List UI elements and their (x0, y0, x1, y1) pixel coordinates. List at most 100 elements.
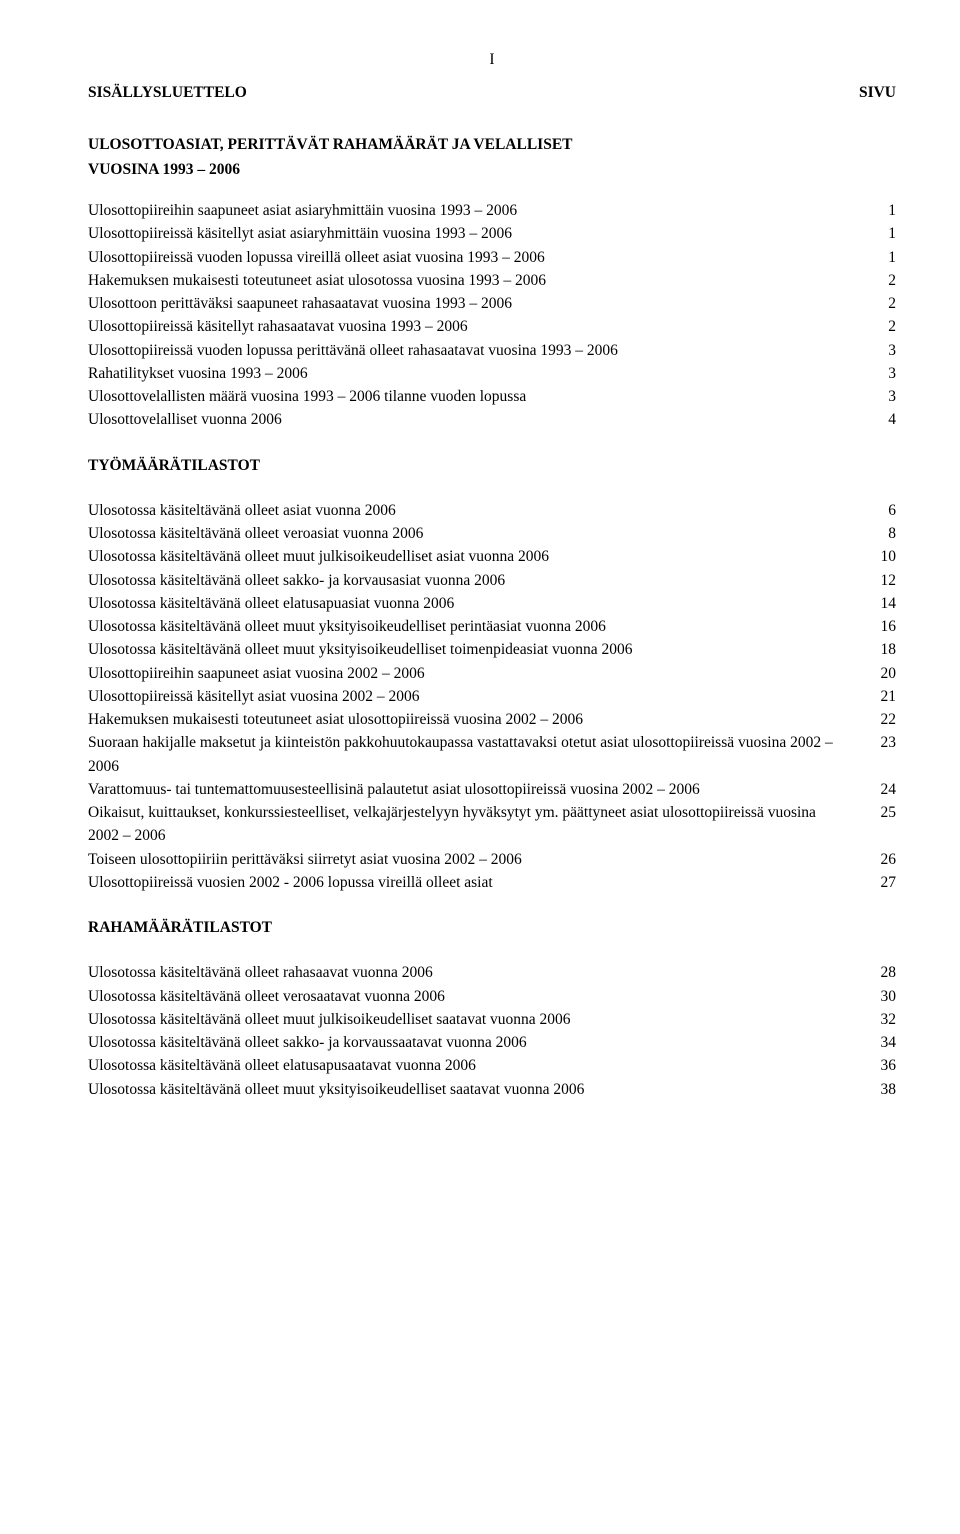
toc-text: Ulosotossa käsiteltävänä olleet rahasaav… (88, 961, 872, 984)
toc-row: Rahatilitykset vuosina 1993 – 2006 3 (88, 362, 896, 385)
section-2-title: TYÖMÄÄRÄTILASTOT (88, 454, 896, 477)
toc-row: Ulosottopiireihin saapuneet asiat asiary… (88, 199, 896, 222)
toc-page: 23 (872, 731, 896, 754)
toc-page: 32 (872, 1008, 896, 1031)
toc-row: Ulosotossa käsiteltävänä olleet sakko- j… (88, 1031, 896, 1054)
toc-page: 22 (872, 708, 896, 731)
toc-row: Ulosotossa käsiteltävänä olleet asiat vu… (88, 499, 896, 522)
toc-row: Hakemuksen mukaisesti toteutuneet asiat … (88, 269, 896, 292)
toc-text: Ulosotossa käsiteltävänä olleet sakko- j… (88, 569, 872, 592)
toc-page: 12 (872, 569, 896, 592)
toc-text: Suoraan hakijalle maksetut ja kiinteistö… (88, 731, 872, 778)
toc-text: Ulosottoon perittäväksi saapuneet rahasa… (88, 292, 872, 315)
toc-page: 3 (872, 339, 896, 362)
toc-page: 38 (872, 1078, 896, 1101)
toc-text: Toiseen ulosottopiiriin perittäväksi sii… (88, 848, 872, 871)
toc-page: 14 (872, 592, 896, 615)
toc-row: Ulosotossa käsiteltävänä olleet verosaat… (88, 985, 896, 1008)
toc-text: Ulosotossa käsiteltävänä olleet sakko- j… (88, 1031, 872, 1054)
toc-page: 8 (872, 522, 896, 545)
toc-page: 34 (872, 1031, 896, 1054)
toc-row: Ulosottopiireissä käsitellyt rahasaatava… (88, 315, 896, 338)
toc-page: 24 (872, 778, 896, 801)
toc-page: 1 (872, 222, 896, 245)
toc-text: Ulosotossa käsiteltävänä olleet verosaat… (88, 985, 872, 1008)
section-1: ULOSOTTOASIAT, PERITTÄVÄT RAHAMÄÄRÄT JA … (88, 133, 896, 432)
toc-text: Ulosottopiireissä vuoden lopussa vireill… (88, 246, 872, 269)
toc-text: Oikaisut, kuittaukset, konkurssiesteelli… (88, 801, 872, 848)
toc-row: Ulosottopiireissä käsitellyt asiat asiar… (88, 222, 896, 245)
toc-row: Hakemuksen mukaisesti toteutuneet asiat … (88, 708, 896, 731)
toc-text: Ulosotossa käsiteltävänä olleet muut yks… (88, 638, 872, 661)
toc-page: 3 (872, 362, 896, 385)
toc-text: Ulosottovelallisten määrä vuosina 1993 –… (88, 385, 872, 408)
toc-page: 36 (872, 1054, 896, 1077)
toc-page: 18 (872, 638, 896, 661)
section-3-title: RAHAMÄÄRÄTILASTOT (88, 916, 896, 939)
toc-row: Ulosottopiireissä käsitellyt asiat vuosi… (88, 685, 896, 708)
toc-row: Ulosotossa käsiteltävänä olleet sakko- j… (88, 569, 896, 592)
toc-text: Ulosotossa käsiteltävänä olleet veroasia… (88, 522, 872, 545)
toc-text: Ulosottopiireissä vuoden lopussa perittä… (88, 339, 872, 362)
toc-text: Ulosottovelalliset vuonna 2006 (88, 408, 872, 431)
toc-row: Ulosotossa käsiteltävänä olleet muut yks… (88, 615, 896, 638)
toc-text: Ulosottopiireihin saapuneet asiat vuosin… (88, 662, 872, 685)
toc-row: Oikaisut, kuittaukset, konkurssiesteelli… (88, 801, 896, 848)
toc-row: Ulosotossa käsiteltävänä olleet elatusap… (88, 1054, 896, 1077)
toc-row: Ulosotossa käsiteltävänä olleet rahasaav… (88, 961, 896, 984)
toc-page: 1 (872, 246, 896, 269)
toc-text: Ulosottopiireissä käsitellyt asiat asiar… (88, 222, 872, 245)
toc-row: Ulosottovelalliset vuonna 2006 4 (88, 408, 896, 431)
toc-text: Rahatilitykset vuosina 1993 – 2006 (88, 362, 872, 385)
toc-page: 4 (872, 408, 896, 431)
toc-text: Ulosotossa käsiteltävänä olleet muut yks… (88, 615, 872, 638)
toc-text: Ulosotossa käsiteltävänä olleet muut jul… (88, 545, 872, 568)
toc-row: Ulosottopiireissä vuosien 2002 - 2006 lo… (88, 871, 896, 894)
toc-page: 2 (872, 315, 896, 338)
section-3: RAHAMÄÄRÄTILASTOT Ulosotossa käsiteltävä… (88, 916, 896, 1101)
section-1-title-line1: ULOSOTTOASIAT, PERITTÄVÄT RAHAMÄÄRÄT JA … (88, 133, 896, 156)
toc-row: Ulosottopiireihin saapuneet asiat vuosin… (88, 662, 896, 685)
toc-page: 30 (872, 985, 896, 1008)
toc-row: Ulosottopiireissä vuoden lopussa vireill… (88, 246, 896, 269)
toc-page: 2 (872, 269, 896, 292)
toc-row: Ulosottovelallisten määrä vuosina 1993 –… (88, 385, 896, 408)
toc-page: 28 (872, 961, 896, 984)
toc-page: 21 (872, 685, 896, 708)
section-2: TYÖMÄÄRÄTILASTOT Ulosotossa käsiteltävän… (88, 454, 896, 895)
page-marker: I (88, 48, 896, 71)
toc-page: 25 (872, 801, 896, 824)
header-right: SIVU (859, 81, 896, 104)
toc-row: Suoraan hakijalle maksetut ja kiinteistö… (88, 731, 896, 778)
toc-row: Ulosotossa käsiteltävänä olleet elatusap… (88, 592, 896, 615)
toc-page: 16 (872, 615, 896, 638)
toc-page: 27 (872, 871, 896, 894)
toc-row: Ulosotossa käsiteltävänä olleet muut jul… (88, 1008, 896, 1031)
header-left: SISÄLLYSLUETTELO (88, 81, 247, 104)
toc-text: Ulosottopiireihin saapuneet asiat asiary… (88, 199, 872, 222)
toc-text: Ulosotossa käsiteltävänä olleet elatusap… (88, 1054, 872, 1077)
toc-page: 26 (872, 848, 896, 871)
toc-page: 6 (872, 499, 896, 522)
toc-row: Ulosotossa käsiteltävänä olleet muut yks… (88, 638, 896, 661)
toc-page: 1 (872, 199, 896, 222)
toc-text: Varattomuus- tai tuntemattomuusesteellis… (88, 778, 872, 801)
toc-row: Ulosottopiireissä vuoden lopussa perittä… (88, 339, 896, 362)
section-1-title-line2: VUOSINA 1993 – 2006 (88, 158, 896, 181)
toc-text: Ulosotossa käsiteltävänä olleet muut yks… (88, 1078, 872, 1101)
toc-text: Hakemuksen mukaisesti toteutuneet asiat … (88, 708, 872, 731)
toc-text: Hakemuksen mukaisesti toteutuneet asiat … (88, 269, 872, 292)
toc-text: Ulosotossa käsiteltävänä olleet muut jul… (88, 1008, 872, 1031)
toc-text: Ulosottopiireissä käsitellyt asiat vuosi… (88, 685, 872, 708)
toc-page: 10 (872, 545, 896, 568)
toc-text: Ulosottopiireissä vuosien 2002 - 2006 lo… (88, 871, 872, 894)
toc-row: Toiseen ulosottopiiriin perittäväksi sii… (88, 848, 896, 871)
toc-row: Ulosotossa käsiteltävänä olleet veroasia… (88, 522, 896, 545)
toc-row: Varattomuus- tai tuntemattomuusesteellis… (88, 778, 896, 801)
toc-text: Ulosotossa käsiteltävänä olleet asiat vu… (88, 499, 872, 522)
toc-row: Ulosottoon perittäväksi saapuneet rahasa… (88, 292, 896, 315)
toc-page: 2 (872, 292, 896, 315)
toc-text: Ulosotossa käsiteltävänä olleet elatusap… (88, 592, 872, 615)
toc-text: Ulosottopiireissä käsitellyt rahasaatava… (88, 315, 872, 338)
toc-page: 3 (872, 385, 896, 408)
